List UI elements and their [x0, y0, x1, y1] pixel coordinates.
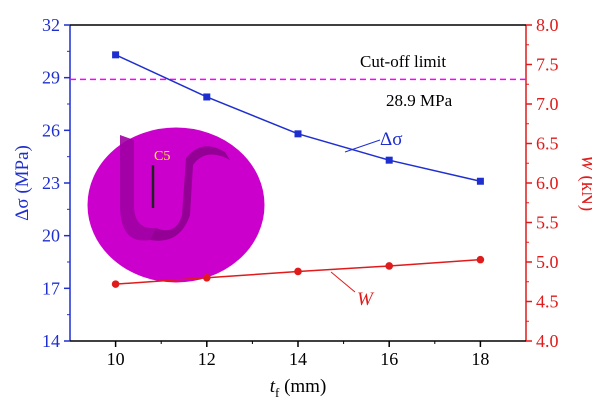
cutoff-label-line1: Cut-off limit — [360, 52, 446, 71]
inset-inner-shadow — [120, 135, 156, 241]
inset-disc — [86, 126, 266, 284]
data-point — [476, 177, 484, 185]
data-point — [111, 280, 120, 288]
right-axis-ticks: 4.0 4.5 5.0 5.5 6.0 6.5 7.0 7.5 8.0 — [526, 15, 559, 351]
y-right-tick-label: 4.5 — [536, 292, 559, 312]
x-tick-label: 12 — [198, 349, 216, 369]
w-callout: W — [357, 289, 375, 310]
y-right-tick-label: 7.0 — [536, 94, 559, 114]
inset-label: C5 — [154, 149, 170, 164]
y-left-tick-label: 23 — [42, 173, 60, 193]
data-point — [203, 93, 211, 101]
y-right-tick-label: 4.0 — [536, 331, 559, 351]
data-point — [112, 51, 120, 59]
x-tick-label: 14 — [289, 349, 307, 369]
data-point — [476, 255, 485, 264]
y-left-tick-label: 32 — [42, 15, 60, 35]
data-point — [294, 267, 302, 276]
y-left-tick-label: 17 — [42, 278, 60, 298]
y-left-tick-label: 29 — [42, 68, 60, 88]
x-tick-label: 18 — [471, 349, 489, 369]
data-point — [385, 262, 394, 270]
y-left-tick-label: 20 — [42, 226, 60, 246]
data-point — [294, 130, 302, 138]
series-delta-sigma — [112, 51, 484, 185]
cutoff-label-line2: 28.9 MPa — [386, 91, 453, 110]
delta-sigma-callout: Δσ — [380, 129, 402, 150]
delta-sigma-callout-line — [344, 139, 381, 153]
y-right-axis-title: W (kN) — [577, 155, 592, 211]
inset-bend — [150, 146, 230, 241]
data-point — [385, 156, 393, 164]
y-left-tick-label: 26 — [42, 120, 60, 140]
y-right-tick-label: 5.0 — [536, 252, 559, 272]
y-left-tick-label: 14 — [42, 331, 60, 351]
x-tick-label: 16 — [380, 349, 398, 369]
w-callout-line — [330, 271, 356, 293]
y-left-axis-title: Δσ (MPa) — [12, 145, 33, 221]
y-right-tick-label: 8.0 — [536, 15, 559, 35]
series-w — [111, 255, 485, 288]
inset-image: C5 — [86, 126, 266, 284]
x-axis-title: tf (mm) — [270, 376, 327, 400]
left-axis-ticks: 14 17 20 23 26 29 32 — [42, 15, 70, 351]
y-right-tick-label: 5.5 — [536, 213, 559, 233]
x-tick-label: 10 — [107, 349, 125, 369]
data-point — [203, 274, 211, 282]
y-right-tick-label: 6.5 — [536, 134, 559, 154]
y-right-tick-label: 6.0 — [536, 173, 559, 193]
y-right-tick-label: 7.5 — [536, 55, 559, 75]
x-axis-ticks: 10 12 14 16 18 — [107, 341, 489, 369]
